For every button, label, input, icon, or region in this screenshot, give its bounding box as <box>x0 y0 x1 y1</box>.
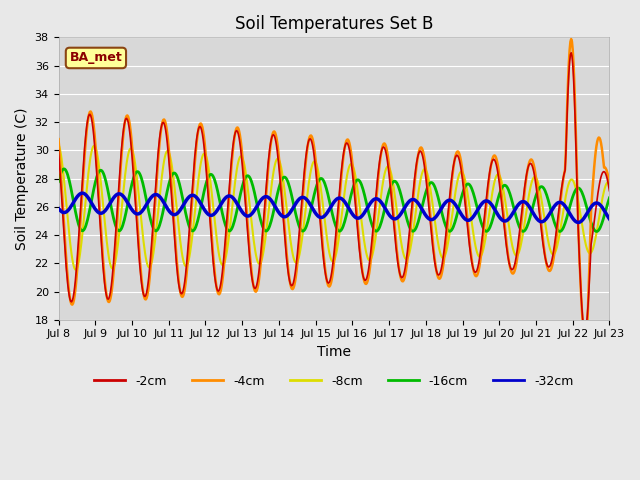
-4cm <box>379 142 387 148</box>
-4cm <box>555 212 563 217</box>
-2cm <box>54 147 62 153</box>
-8cm <box>177 238 184 243</box>
-2cm <box>175 286 183 291</box>
-4cm <box>605 180 613 186</box>
-32cm <box>605 216 613 222</box>
Title: Soil Temperatures Set B: Soil Temperatures Set B <box>235 15 433 33</box>
Line: -32cm: -32cm <box>58 193 609 222</box>
-2cm <box>605 188 613 194</box>
-2cm <box>379 144 387 150</box>
-2cm <box>326 279 333 285</box>
-32cm <box>200 206 208 212</box>
-4cm <box>433 272 441 277</box>
-8cm <box>380 175 388 181</box>
-32cm <box>54 205 62 211</box>
-16cm <box>556 228 564 234</box>
-16cm <box>60 166 68 172</box>
-8cm <box>72 267 80 273</box>
Line: -8cm: -8cm <box>58 144 609 270</box>
-32cm <box>574 219 582 225</box>
-4cm <box>567 36 575 42</box>
Legend: -2cm, -4cm, -8cm, -16cm, -32cm: -2cm, -4cm, -8cm, -16cm, -32cm <box>89 370 579 393</box>
-8cm <box>54 142 62 147</box>
-16cm <box>54 179 62 184</box>
X-axis label: Time: Time <box>317 345 351 359</box>
-4cm <box>326 284 333 289</box>
-32cm <box>434 211 442 217</box>
-8cm <box>605 180 613 186</box>
-32cm <box>556 199 564 205</box>
-8cm <box>556 230 564 236</box>
Y-axis label: Soil Temperature (C): Soil Temperature (C) <box>15 108 29 250</box>
-16cm <box>177 184 184 190</box>
-32cm <box>326 205 334 211</box>
-32cm <box>177 207 184 213</box>
Text: BA_met: BA_met <box>70 51 122 64</box>
-4cm <box>199 129 207 134</box>
-16cm <box>200 190 208 195</box>
-8cm <box>326 253 334 259</box>
-16cm <box>593 228 600 234</box>
-16cm <box>434 194 442 200</box>
-2cm <box>567 50 575 56</box>
Line: -2cm: -2cm <box>58 53 609 331</box>
-2cm <box>555 206 563 212</box>
-2cm <box>433 271 441 276</box>
-8cm <box>200 151 208 156</box>
-4cm <box>175 284 183 289</box>
-32cm <box>380 203 388 209</box>
-4cm <box>581 335 589 340</box>
-32cm <box>79 190 86 196</box>
-16cm <box>605 195 613 201</box>
-2cm <box>199 136 207 142</box>
-16cm <box>380 210 388 216</box>
-8cm <box>434 240 442 246</box>
-4cm <box>54 136 62 142</box>
-2cm <box>581 328 589 334</box>
-16cm <box>326 202 334 207</box>
Line: -4cm: -4cm <box>58 39 609 337</box>
Line: -16cm: -16cm <box>58 169 609 231</box>
